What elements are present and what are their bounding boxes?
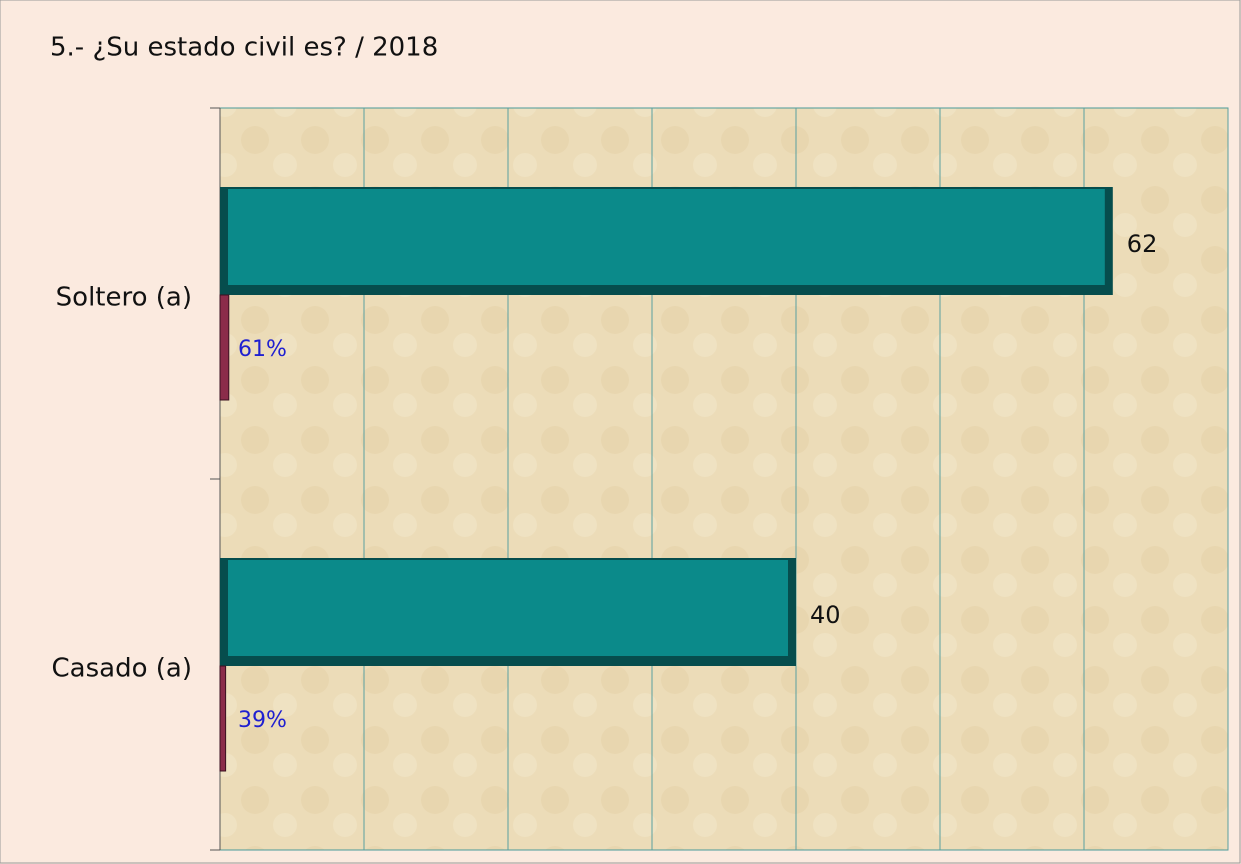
bar bbox=[228, 189, 1105, 285]
y-tick-label: Casado (a) bbox=[52, 654, 192, 684]
y-tick-label: Soltero (a) bbox=[56, 283, 192, 313]
data-label: 61% bbox=[238, 337, 287, 362]
chart-title: 5.- ¿Su estado civil es? / 2018 bbox=[50, 33, 438, 63]
bar bbox=[228, 560, 788, 656]
data-label: 40 bbox=[810, 601, 841, 629]
bar bbox=[219, 665, 227, 772]
bar bbox=[219, 294, 230, 401]
data-label: 39% bbox=[238, 708, 287, 733]
data-label: 62 bbox=[1127, 230, 1158, 258]
